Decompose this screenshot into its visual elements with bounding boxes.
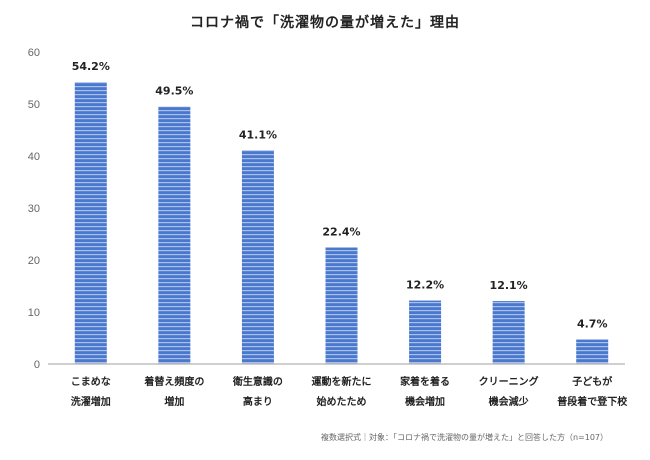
data-label: 41.1% <box>239 128 277 141</box>
bar <box>241 150 274 364</box>
data-label: 4.7% <box>577 318 608 331</box>
category-label: 家着を着る <box>400 375 450 388</box>
y-tick-label: 0 <box>34 359 40 371</box>
bar <box>492 301 525 364</box>
category-label: 高まり <box>243 395 273 408</box>
data-label: 54.2% <box>72 60 110 73</box>
bar <box>74 82 107 364</box>
category-label: 衛生意識の <box>232 375 283 388</box>
data-label: 12.2% <box>406 279 444 292</box>
data-label: 12.1% <box>490 279 528 292</box>
footnote: 複数選択式｜対象：「コロナ禍で洗濯物の量が増えた」と回答した方（n=107） <box>320 433 608 442</box>
category-label: 機会増加 <box>405 395 445 408</box>
bar <box>325 247 358 364</box>
category-label: 着替え頻度の <box>143 375 204 388</box>
y-tick-label: 30 <box>28 203 40 215</box>
y-tick-label: 20 <box>28 255 40 267</box>
y-tick-label: 60 <box>28 47 40 59</box>
category-label: 運動を新たに <box>312 375 372 388</box>
bar <box>576 339 609 364</box>
category-label: 洗濯増加 <box>71 395 111 408</box>
category-label: こまめな <box>71 376 111 388</box>
bar <box>409 300 442 364</box>
category-label: 機会減少 <box>489 395 529 408</box>
y-tick-label: 40 <box>28 151 40 163</box>
y-tick-label: 50 <box>28 99 40 111</box>
category-label: 普段着で登下校 <box>557 395 628 408</box>
bar <box>158 106 191 364</box>
category-label: 始めたため <box>317 395 367 408</box>
category-label: クリーニング <box>479 375 539 388</box>
y-tick-label: 10 <box>28 307 40 319</box>
category-label: 増加 <box>164 395 184 408</box>
chart-title: コロナ禍で「洗濯物の量が増えた」理由 <box>190 15 460 31</box>
data-label: 49.5% <box>155 85 193 98</box>
category-label: 子どもが <box>572 375 613 388</box>
data-label: 22.4% <box>322 226 360 239</box>
